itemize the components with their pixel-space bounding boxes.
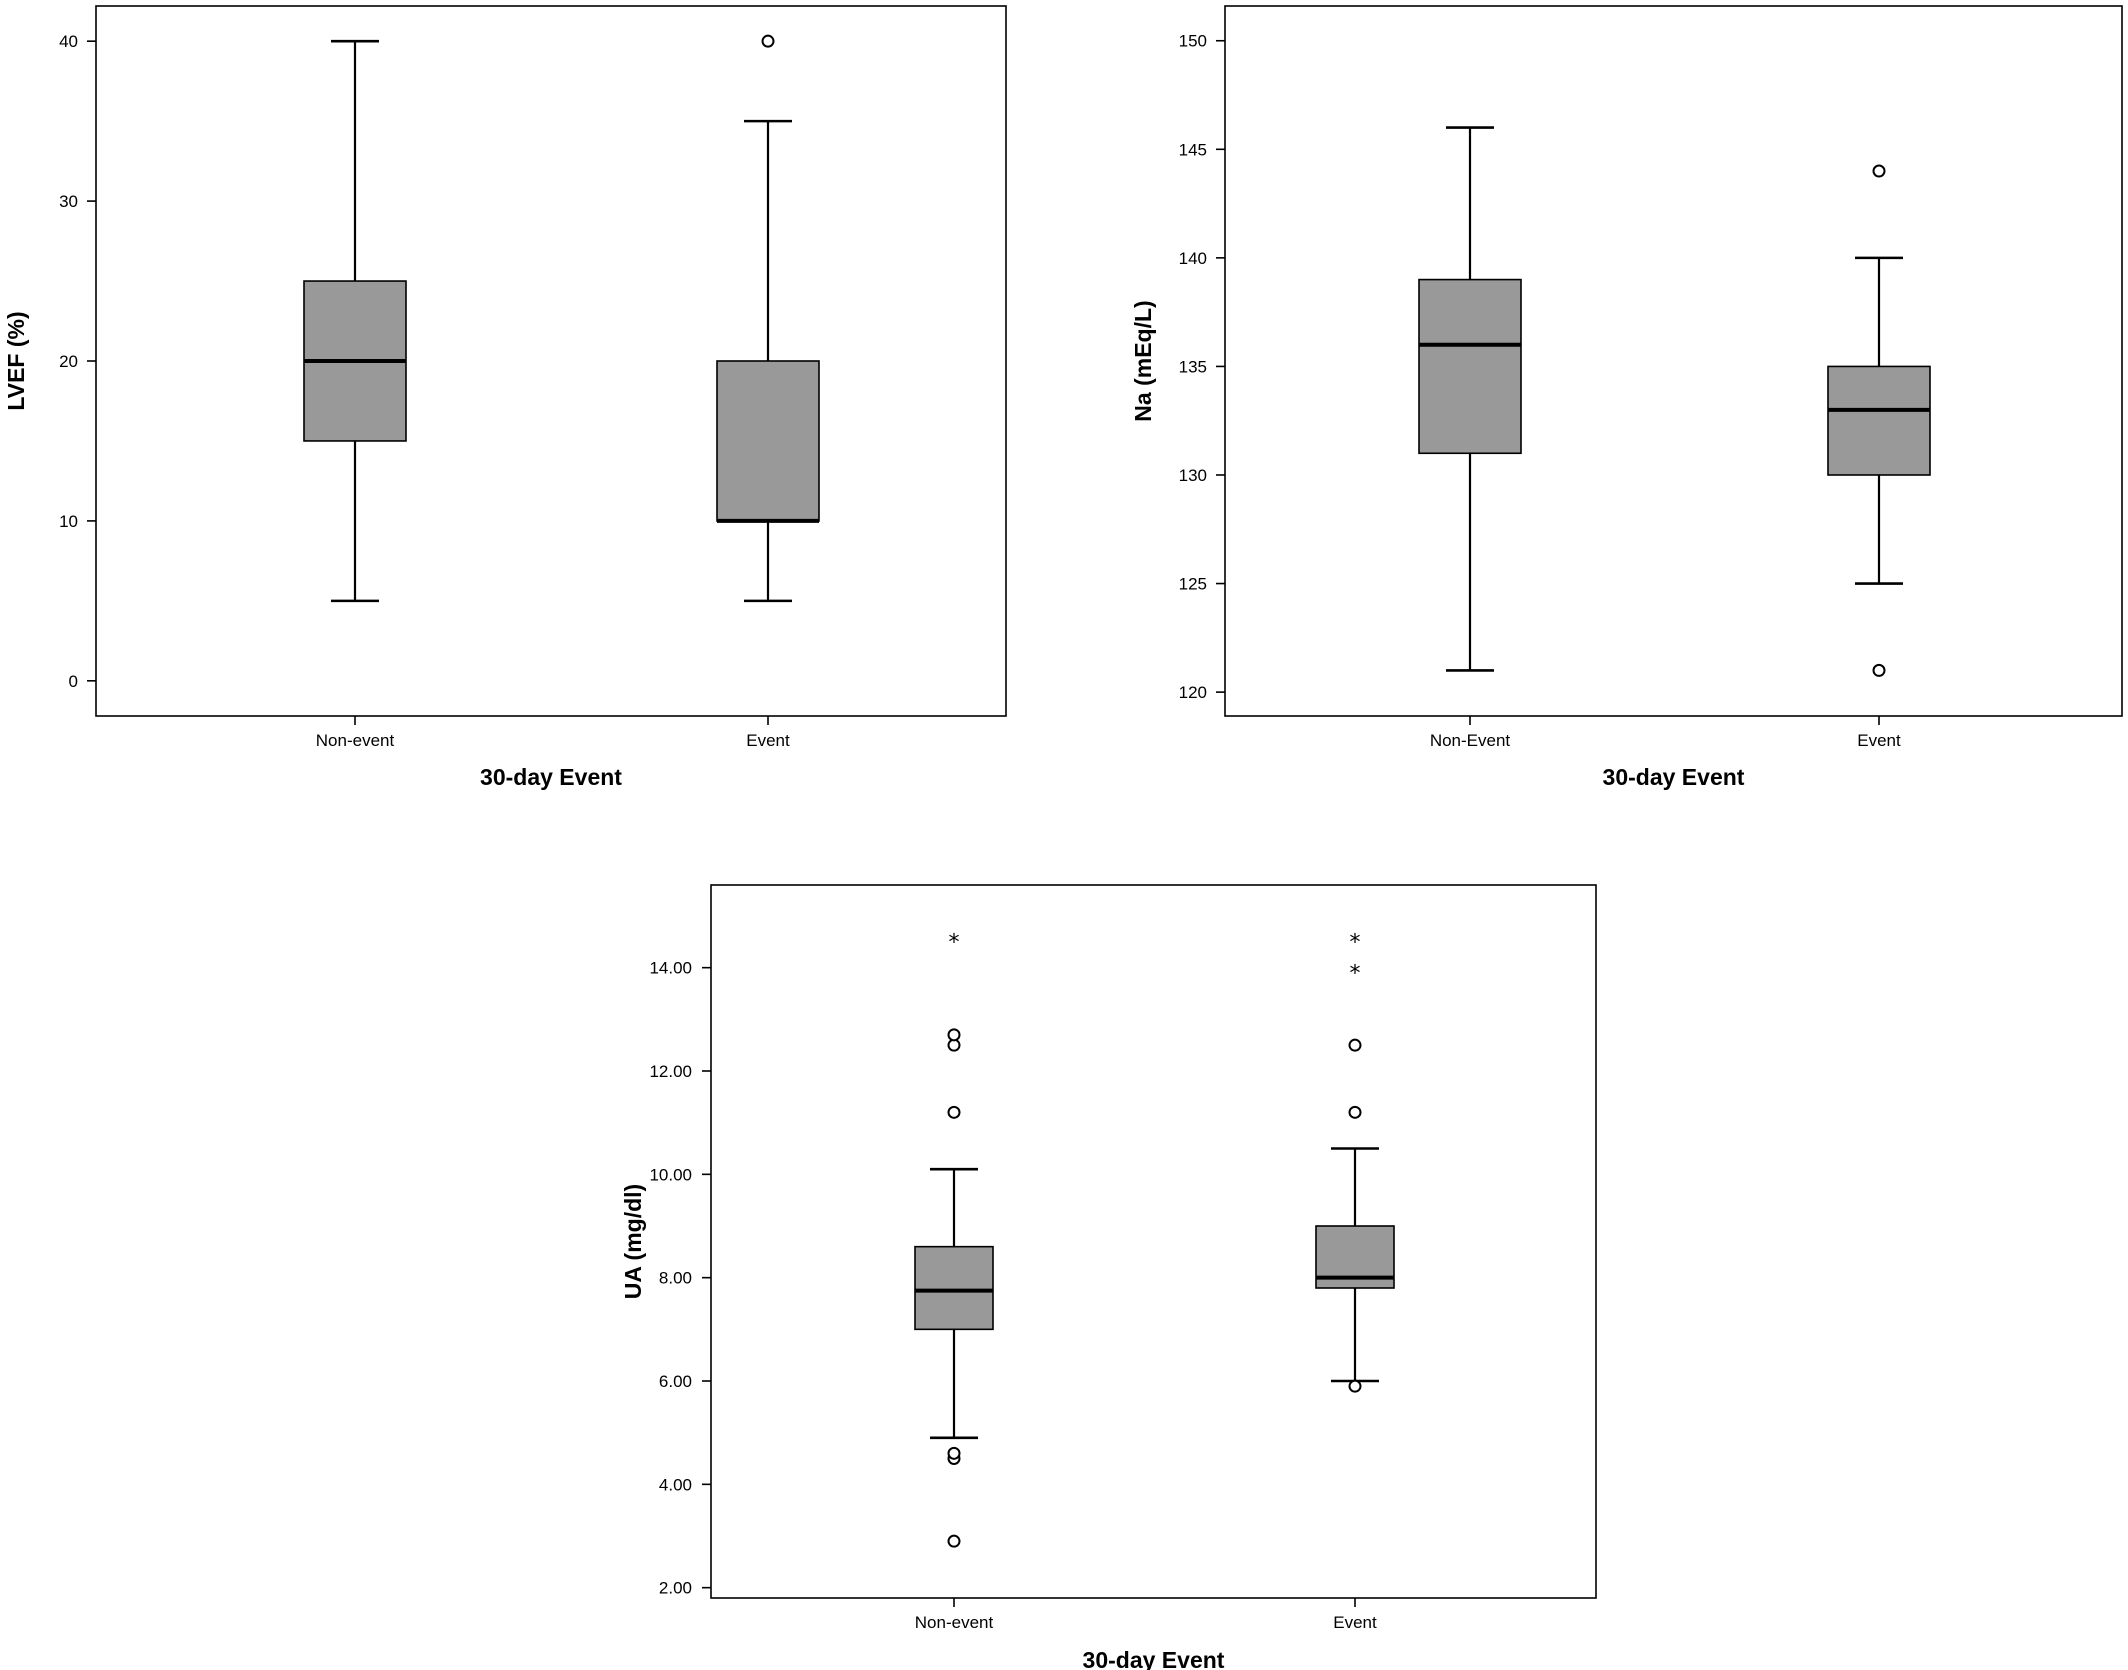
plot-frame xyxy=(1224,5,2123,717)
x-category-label: Event xyxy=(1857,731,1901,750)
iqr-box xyxy=(716,360,820,522)
y-axis-title: LVEF (%) xyxy=(3,311,29,410)
extreme-point: * xyxy=(949,931,960,956)
y-tick-label: 140 xyxy=(1179,249,1207,268)
x-axis-title: 30-day Event xyxy=(480,764,622,790)
x-category-label: Non-event xyxy=(316,731,395,750)
box-group-event xyxy=(716,34,820,603)
y-axis-title: UA (mg/dl) xyxy=(620,1184,646,1299)
outlier-point xyxy=(947,1446,961,1460)
iqr-box xyxy=(1827,365,1931,476)
plot-frame xyxy=(95,5,1007,717)
x-category-label: Event xyxy=(746,731,790,750)
uric-acid-boxplot-panel: 2.00 4.00 6.00 8.00 10.00 12.00 14.00 Non-event… xyxy=(620,884,1597,1670)
y-tick-label: 125 xyxy=(1179,575,1207,594)
x-axis-title: 30-day Event xyxy=(1603,764,1745,790)
y-tick-label: 135 xyxy=(1179,357,1207,376)
plot-frame xyxy=(710,884,1597,1599)
outlier-point xyxy=(761,34,775,48)
y-tick-label: 10.00 xyxy=(649,1165,692,1184)
outlier-point xyxy=(1348,1038,1362,1052)
y-tick-label: 8.00 xyxy=(659,1269,692,1288)
y-tick-label: 40 xyxy=(59,32,78,51)
y-tick-label: 120 xyxy=(1179,683,1207,702)
box-group-non-event xyxy=(1418,126,1522,672)
y-tick-label: 130 xyxy=(1179,466,1207,485)
x-category-label: Non-event xyxy=(915,1613,994,1632)
y-tick-label: 2.00 xyxy=(659,1579,692,1598)
extreme-point: * xyxy=(1350,931,1361,956)
y-tick-label: 0 xyxy=(69,672,78,691)
box-group-event xyxy=(1827,164,1931,677)
y-tick-label: 20 xyxy=(59,352,78,371)
x-category-label: Event xyxy=(1333,1613,1377,1632)
y-tick-label: 150 xyxy=(1179,32,1207,51)
outlier-point xyxy=(1348,1379,1362,1393)
x-axis-title: 30-day Event xyxy=(1083,1647,1225,1670)
outlier-point xyxy=(947,1105,961,1119)
y-axis-title: Na (mEq/L) xyxy=(1130,300,1156,421)
y-tick-label: 10 xyxy=(59,512,78,531)
y-tick-label: 30 xyxy=(59,192,78,211)
y-tick-label: 145 xyxy=(1179,140,1207,159)
sodium-boxplot-panel: 120 125 130 135 140 145 150 Non-Event Event 30-da… xyxy=(1130,5,2123,790)
extreme-point: * xyxy=(1350,962,1361,987)
iqr-box xyxy=(914,1245,994,1331)
outlier-point xyxy=(1872,164,1886,178)
y-tick-label: 14.00 xyxy=(649,959,692,978)
box-group-non-event xyxy=(303,39,407,603)
lvef-boxplot-panel: 0 10 20 30 40 Non-event Event 30-day Event LVEF … xyxy=(3,5,1007,790)
outlier-point xyxy=(947,1534,961,1548)
box-group-event: ** xyxy=(1315,931,1395,1393)
x-category-label: Non-Event xyxy=(1430,731,1511,750)
y-tick-label: 12.00 xyxy=(649,1062,692,1081)
y-tick-label: 4.00 xyxy=(659,1475,692,1494)
iqr-box xyxy=(1418,278,1522,455)
outlier-point xyxy=(1872,663,1886,677)
y-tick-label: 6.00 xyxy=(659,1372,692,1391)
box-group-non-event: * xyxy=(914,931,994,1548)
outlier-point xyxy=(947,1028,961,1042)
outlier-point xyxy=(1348,1105,1362,1119)
